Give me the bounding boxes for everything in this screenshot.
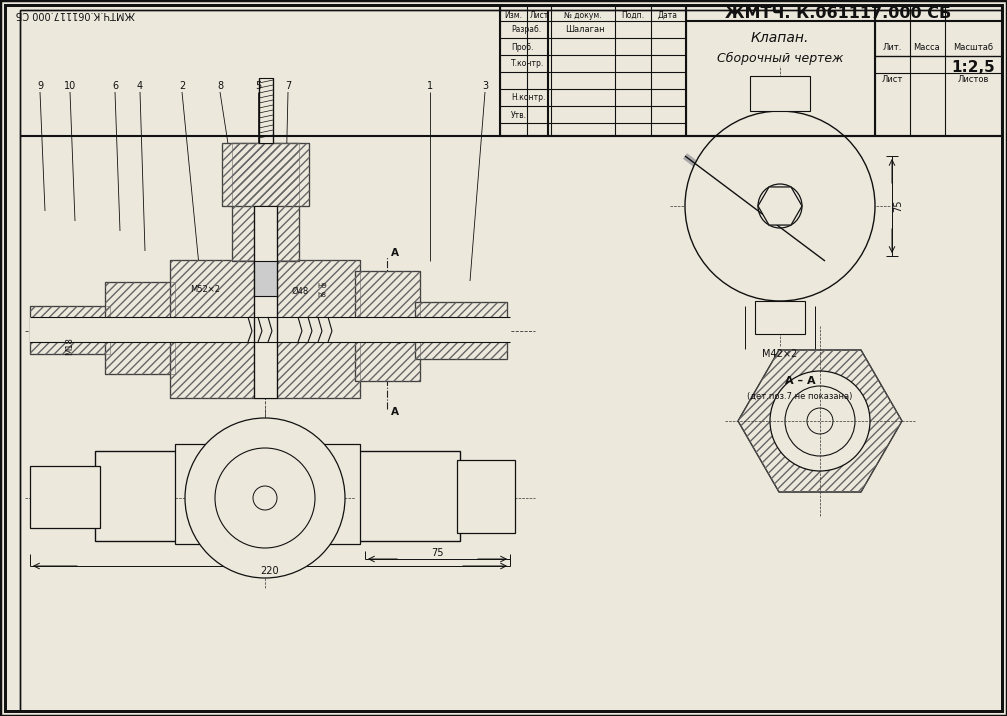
Text: h8: h8 <box>317 292 326 298</box>
Text: 1:2,5: 1:2,5 <box>952 60 995 75</box>
Text: Проб.: Проб. <box>511 42 534 52</box>
Bar <box>170 260 359 398</box>
Text: Разраб.: Разраб. <box>511 26 541 34</box>
Bar <box>175 444 359 544</box>
Bar <box>500 6 1002 136</box>
Circle shape <box>771 197 789 215</box>
Bar <box>415 302 507 359</box>
Polygon shape <box>738 350 902 492</box>
Bar <box>232 143 299 261</box>
Bar <box>254 206 277 398</box>
Circle shape <box>770 371 870 471</box>
Text: Клапан.: Клапан. <box>751 31 810 45</box>
Polygon shape <box>758 187 802 225</box>
Text: 7: 7 <box>285 81 291 91</box>
Circle shape <box>807 408 833 434</box>
Text: Подп.: Подп. <box>621 11 644 19</box>
Text: 4: 4 <box>137 81 143 91</box>
Text: Дата: Дата <box>658 11 678 19</box>
Bar <box>232 143 299 261</box>
Bar <box>30 466 100 528</box>
Circle shape <box>758 184 802 228</box>
Text: M18: M18 <box>65 337 75 355</box>
Text: 6: 6 <box>112 81 118 91</box>
Bar <box>355 271 420 381</box>
Text: 75: 75 <box>431 548 443 558</box>
Text: № докум.: № докум. <box>564 11 602 19</box>
Text: 75: 75 <box>893 200 903 212</box>
Text: М42×2: М42×2 <box>762 349 798 359</box>
Text: Сборочный чертеж: Сборочный чертеж <box>717 52 843 64</box>
Circle shape <box>185 418 345 578</box>
Text: ЖМТЧ.К.061117.000 СБ: ЖМТЧ.К.061117.000 СБ <box>15 9 135 19</box>
Text: Масса: Масса <box>913 44 941 52</box>
Bar <box>222 143 309 206</box>
Text: 2: 2 <box>179 81 185 91</box>
Bar <box>222 143 309 206</box>
Circle shape <box>253 486 277 510</box>
Text: А – А: А – А <box>784 376 816 386</box>
Bar <box>170 260 359 398</box>
Circle shape <box>685 111 875 301</box>
Text: H9: H9 <box>317 283 327 289</box>
Bar <box>254 261 277 296</box>
Text: Масштаб: Масштаб <box>953 44 993 52</box>
Text: 10: 10 <box>63 81 77 91</box>
Text: Лист: Лист <box>881 75 902 84</box>
Text: A: A <box>391 407 399 417</box>
Circle shape <box>215 448 315 548</box>
Text: 9: 9 <box>37 81 43 91</box>
Bar <box>259 78 273 143</box>
Text: A: A <box>391 248 399 258</box>
Text: Лист: Лист <box>530 11 549 19</box>
Bar <box>105 282 175 374</box>
Bar <box>30 306 110 354</box>
Text: Шалаган: Шалаган <box>565 26 604 34</box>
Text: M52×2: M52×2 <box>190 286 220 294</box>
Text: Листов: Листов <box>958 75 989 84</box>
Text: (дет.поз.7 не показана): (дет.поз.7 не показана) <box>747 392 853 400</box>
Circle shape <box>785 386 855 456</box>
Text: Утв.: Утв. <box>511 110 527 120</box>
Bar <box>755 301 805 334</box>
Text: Ø48: Ø48 <box>291 286 308 296</box>
Bar <box>415 302 507 359</box>
Text: 1: 1 <box>427 81 433 91</box>
Bar <box>750 76 810 111</box>
Bar <box>355 271 420 381</box>
Text: Н.контр.: Н.контр. <box>511 94 546 102</box>
Text: ЖМТЧ. К.061117.000 СБ: ЖМТЧ. К.061117.000 СБ <box>725 6 952 21</box>
Text: 220: 220 <box>261 566 279 576</box>
Bar <box>30 317 510 342</box>
Bar <box>105 282 175 374</box>
Text: 8: 8 <box>217 81 224 91</box>
Text: Изм.: Изм. <box>504 11 522 19</box>
Bar <box>457 460 515 533</box>
Text: Т.контр.: Т.контр. <box>511 59 544 69</box>
Text: 5: 5 <box>255 81 261 91</box>
Bar <box>95 451 460 541</box>
Text: 3: 3 <box>482 81 488 91</box>
Text: Лит.: Лит. <box>882 44 901 52</box>
Bar <box>30 306 110 354</box>
